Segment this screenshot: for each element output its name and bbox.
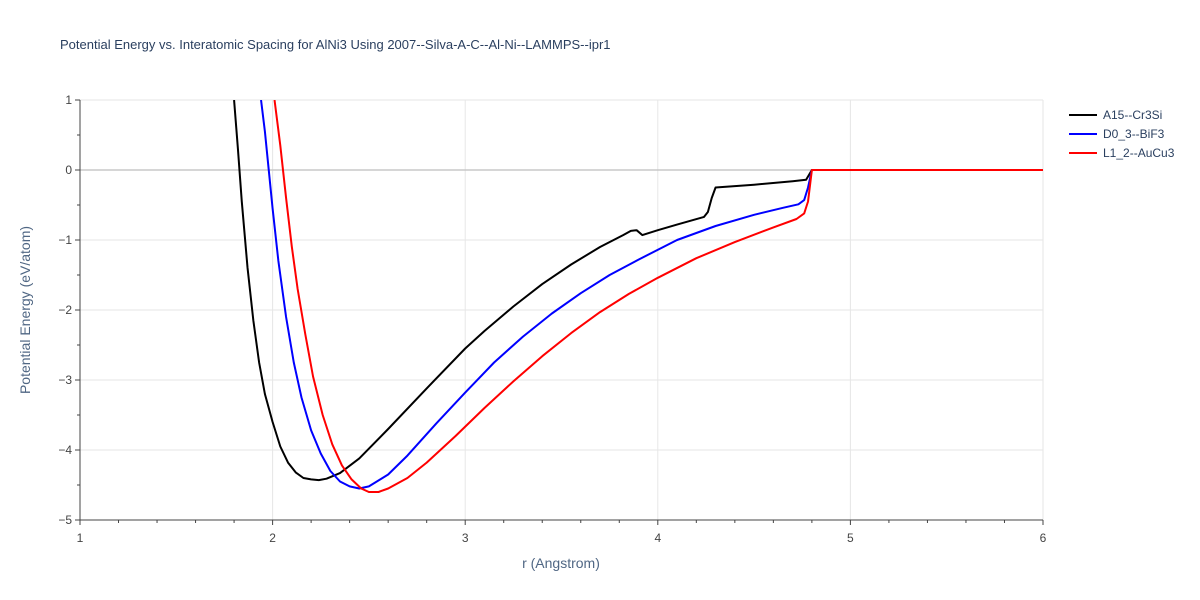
x-tick-label: 6 — [1040, 531, 1047, 545]
series-layer — [233, 100, 1043, 493]
legend-item[interactable]: A15--Cr3Si — [1069, 108, 1162, 122]
series-line-1[interactable] — [233, 100, 1043, 482]
x-tick-label: 4 — [654, 531, 661, 545]
grid — [80, 99, 1044, 520]
y-tick-label: −5 — [58, 513, 72, 527]
x-tick-label: 2 — [269, 531, 276, 545]
x-axis-label: r (Angstrom) — [522, 555, 600, 571]
y-tick-label: −4 — [58, 443, 72, 457]
y-tick-label: −1 — [58, 233, 72, 247]
y-tick-labels: 1 0 −1 −2 −3 −4 −5 — [58, 93, 72, 527]
legend-item[interactable]: L1_2--AuCu3 — [1069, 146, 1175, 160]
x-tick-label: 3 — [462, 531, 469, 545]
y-tick-label: 0 — [65, 163, 72, 177]
series-line-2[interactable] — [260, 100, 1043, 490]
x-tick-label: 1 — [77, 531, 84, 545]
series-line-3[interactable] — [273, 100, 1043, 493]
y-tick-label: −3 — [58, 373, 72, 387]
legend-label: L1_2--AuCu3 — [1103, 146, 1175, 160]
chart-title: Potential Energy vs. Interatomic Spacing… — [60, 37, 611, 52]
legend-item[interactable]: D0_3--BiF3 — [1069, 127, 1165, 141]
y-tick-label: 1 — [65, 93, 72, 107]
x-tick-label: 5 — [847, 531, 854, 545]
x-tick-labels: 1 2 3 4 5 6 — [77, 531, 1047, 545]
legend[interactable]: A15--Cr3Si D0_3--BiF3 L1_2--AuCu3 — [1069, 108, 1175, 160]
legend-label: D0_3--BiF3 — [1103, 127, 1165, 141]
axes — [75, 99, 1044, 525]
y-axis-label: Potential Energy (eV/atom) — [17, 226, 33, 394]
legend-label: A15--Cr3Si — [1103, 108, 1162, 122]
y-tick-label: −2 — [58, 303, 72, 317]
